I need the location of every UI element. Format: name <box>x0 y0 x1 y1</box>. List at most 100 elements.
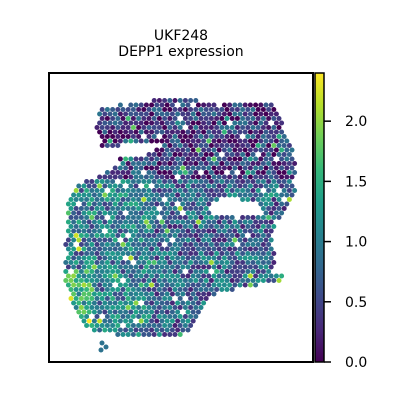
expression-spot <box>284 156 290 162</box>
expression-spot <box>224 278 230 283</box>
expression-spot <box>216 147 222 153</box>
expression-spot <box>175 165 181 171</box>
expression-spot <box>224 107 230 112</box>
expression-spot <box>156 269 162 274</box>
expression-spot <box>271 206 277 211</box>
expression-spot <box>120 170 126 175</box>
expression-spot <box>242 174 248 180</box>
expression-spot <box>89 215 95 220</box>
expression-spot <box>227 129 233 135</box>
expression-spot <box>138 327 144 333</box>
expression-spot <box>151 125 157 130</box>
expression-spot <box>128 201 134 207</box>
expression-spot <box>214 152 220 157</box>
expression-spot <box>162 206 168 211</box>
expression-spot <box>182 197 188 202</box>
expression-spot <box>260 170 266 175</box>
expression-spot <box>258 246 264 252</box>
expression-spot <box>211 246 217 252</box>
expression-spot <box>240 251 246 256</box>
expression-spot <box>214 116 220 121</box>
expression-spot <box>237 264 243 270</box>
expression-spot <box>125 116 131 121</box>
expression-spot <box>143 165 149 171</box>
expression-spot <box>245 278 251 283</box>
expression-spot <box>117 111 123 117</box>
expression-spot <box>159 309 165 315</box>
expression-spot <box>97 210 103 216</box>
expression-spot <box>128 183 134 189</box>
expression-spot <box>123 138 129 144</box>
expression-spot <box>198 188 204 193</box>
expression-spot <box>123 129 129 135</box>
expression-spot <box>242 138 248 144</box>
expression-spot <box>227 138 233 144</box>
expression-spot <box>107 174 113 180</box>
expression-spot <box>180 237 186 243</box>
expression-spot <box>237 129 243 135</box>
expression-spot <box>125 332 131 337</box>
expression-spot <box>84 197 90 202</box>
expression-spot <box>180 183 186 189</box>
expression-spot <box>68 260 74 265</box>
expression-spot <box>255 260 261 265</box>
expression-spot <box>138 111 144 117</box>
expression-spot <box>214 224 220 229</box>
expression-spot <box>151 305 157 310</box>
expression-spot <box>263 237 269 243</box>
expression-spot <box>78 197 84 202</box>
expression-spot <box>193 269 199 274</box>
expression-spot <box>130 197 136 202</box>
expression-spot <box>128 237 134 243</box>
expression-spot <box>172 269 178 274</box>
expression-spot <box>201 228 207 234</box>
expression-spot <box>206 291 212 297</box>
expression-spot <box>175 282 181 288</box>
expression-spot <box>172 161 178 166</box>
expression-spot <box>125 251 131 256</box>
expression-spot <box>273 129 279 135</box>
expression-spot <box>99 224 105 229</box>
expression-spot <box>247 129 253 135</box>
expression-spot <box>175 138 181 144</box>
expression-spot <box>120 125 126 130</box>
expression-spot <box>159 138 165 144</box>
expression-spot <box>188 224 194 229</box>
expression-spot <box>73 287 79 292</box>
expression-spot <box>143 264 149 270</box>
expression-spot <box>214 161 220 166</box>
expression-spot <box>216 246 222 252</box>
expression-spot <box>253 111 259 117</box>
expression-spot <box>177 197 183 202</box>
expression-spot <box>182 152 188 157</box>
expression-spot <box>201 201 207 207</box>
expression-spot <box>120 134 126 139</box>
expression-spot <box>130 134 136 139</box>
expression-spot <box>214 215 220 220</box>
expression-spot <box>180 327 186 333</box>
expression-spot <box>271 170 277 175</box>
expression-spot <box>151 233 157 238</box>
expression-spot <box>180 129 186 135</box>
expression-spot <box>117 165 123 171</box>
expression-spot <box>99 143 105 148</box>
expression-spot <box>76 228 82 234</box>
expression-spot <box>123 111 129 117</box>
expression-spot <box>78 206 84 211</box>
expression-spot <box>125 170 131 175</box>
expression-spot <box>193 215 199 220</box>
expression-spot <box>260 161 266 166</box>
expression-spot <box>86 309 92 315</box>
expression-spot <box>164 255 170 261</box>
expression-spot <box>112 264 118 270</box>
expression-spot <box>130 116 136 121</box>
expression-spot <box>221 282 227 288</box>
expression-spot <box>284 192 290 198</box>
expression-spot <box>279 210 285 216</box>
expression-spot <box>154 174 160 180</box>
expression-spot <box>286 170 292 175</box>
expression-spot <box>234 125 240 130</box>
expression-spot <box>182 260 188 265</box>
expression-spot <box>224 152 230 157</box>
expression-spot <box>133 282 139 288</box>
